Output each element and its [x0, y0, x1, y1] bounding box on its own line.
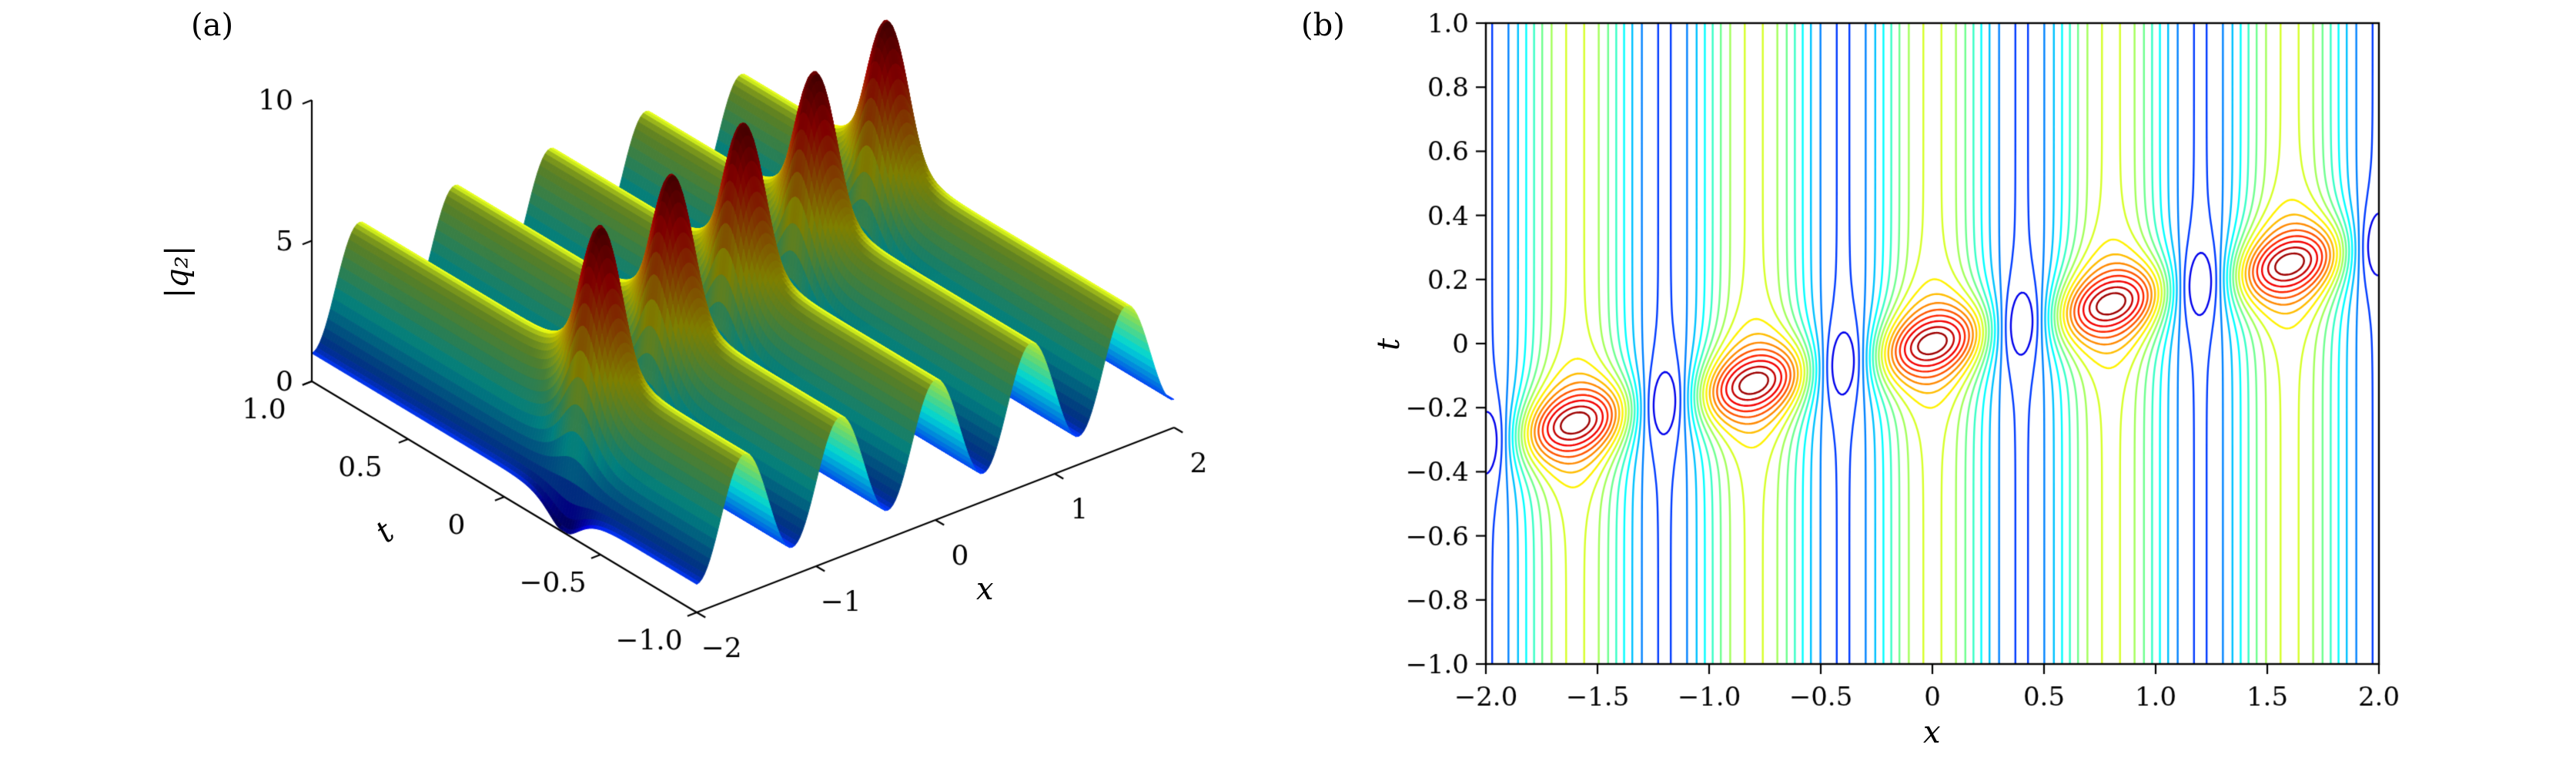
panel-a-xaxis-label: x — [976, 572, 994, 607]
contour-plot — [1288, 0, 2576, 758]
panel-b-taxis-label: t — [1371, 337, 1407, 351]
surface-plot-3d — [0, 0, 1288, 758]
panel-b-xaxis-label: x — [1923, 715, 1941, 750]
panel-b-label: (b) — [1301, 8, 1345, 43]
panel-a-label: (a) — [191, 8, 234, 43]
panel-a-zaxis-label: |q₂| — [159, 245, 196, 299]
